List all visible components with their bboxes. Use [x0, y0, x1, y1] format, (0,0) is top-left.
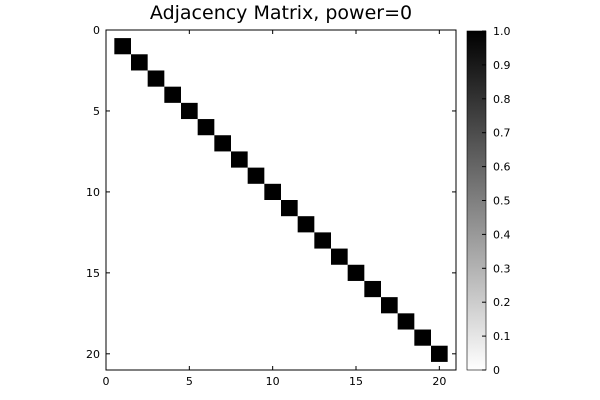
heatmap-cell — [264, 183, 281, 200]
heatmap-cell — [397, 313, 415, 330]
colorbar-tick-label: 0.6 — [493, 161, 511, 174]
heatmap-cell — [164, 86, 181, 103]
heatmap-cell — [247, 167, 265, 184]
heatmap-cell — [331, 248, 348, 265]
colorbar-tick-label: 0.1 — [493, 330, 511, 343]
colorbar-tick-label: 0 — [493, 364, 500, 377]
heatmap-cell — [147, 70, 165, 87]
x-tick-label: 15 — [349, 375, 363, 388]
heatmap-cell — [347, 264, 365, 281]
colorbar: 0 0.1 0.2 0.3 0.4 0.5 0.6 0.7 0.8 0.9 1.0 — [466, 25, 511, 377]
y-tick-label: 15 — [86, 267, 100, 280]
x-tick-label: 0 — [103, 375, 110, 388]
heatmap-cell — [131, 54, 148, 71]
y-tick-label: 5 — [93, 105, 100, 118]
colorbar-tick-label: 0.4 — [493, 228, 511, 241]
heatmap-cell — [214, 135, 231, 152]
heatmap-cell — [414, 329, 431, 346]
heatmap-cell — [281, 200, 298, 217]
heatmap-cell — [181, 102, 198, 120]
colorbar-gradient — [467, 31, 486, 370]
heatmap-cell — [231, 151, 248, 168]
x-tick-label: 20 — [432, 375, 446, 388]
y-tick-label: 20 — [86, 348, 100, 361]
colorbar-tick-label: 0.9 — [493, 59, 511, 72]
y-tick-label: 10 — [86, 186, 100, 199]
x-tick-label: 10 — [266, 375, 280, 388]
x-tick-label: 5 — [186, 375, 193, 388]
colorbar-tick-label: 1.0 — [493, 25, 511, 38]
colorbar-tick-label: 0.5 — [493, 195, 511, 208]
chart-title: Adjacency Matrix, power=0 — [150, 2, 412, 24]
heatmap-cell — [314, 232, 331, 249]
colorbar-tick-label: 0.8 — [493, 93, 511, 106]
heatmap-cell — [364, 280, 381, 298]
heatmap-cell — [197, 119, 215, 136]
heatmap-cell — [431, 345, 448, 362]
heatmap-cell — [297, 216, 315, 233]
y-tick-label: 0 — [93, 24, 100, 37]
colorbar-tick-label: 0.2 — [493, 296, 511, 309]
heatmap-cell — [381, 297, 398, 314]
plot-area: 0 5 10 15 20 0 5 10 15 20 — [86, 24, 457, 388]
colorbar-tick-label: 0.7 — [493, 127, 511, 140]
plot-frame — [105, 29, 457, 371]
colorbar-tick-label: 0.3 — [493, 262, 511, 275]
heatmap-cell — [114, 38, 131, 55]
